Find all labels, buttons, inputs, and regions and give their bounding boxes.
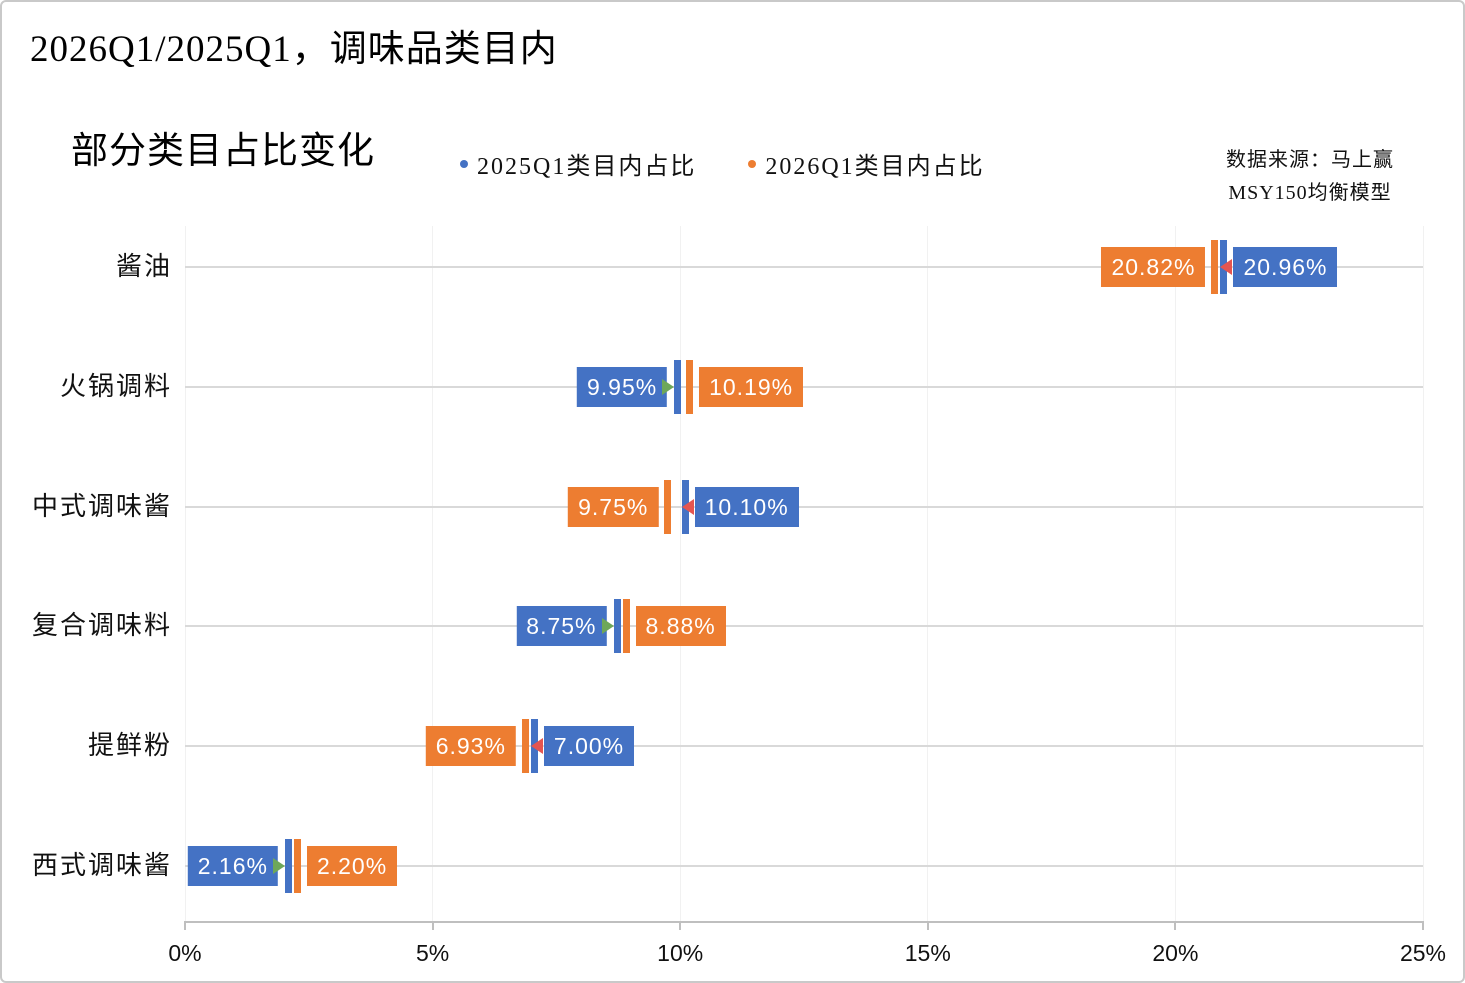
grid-line-h bbox=[185, 385, 1423, 388]
axis-tick-label: 20% bbox=[1152, 940, 1199, 966]
tick-2026 bbox=[622, 599, 630, 654]
category-label: 火锅调料 bbox=[59, 371, 172, 401]
value-label-2025: 20.96% bbox=[1233, 247, 1338, 287]
axis-tick bbox=[431, 922, 434, 930]
change-arrow-down bbox=[1220, 259, 1233, 275]
grid-line-v bbox=[1174, 226, 1176, 922]
value-label-2026: 9.75% bbox=[568, 486, 659, 527]
axis-tick bbox=[184, 922, 186, 930]
tick-2026 bbox=[686, 359, 694, 414]
axis-tick bbox=[1422, 922, 1424, 930]
grid-line-h bbox=[185, 505, 1423, 508]
grid-line-h bbox=[185, 266, 1423, 268]
tick-2025 bbox=[674, 359, 682, 414]
grid-line-h bbox=[185, 865, 1423, 867]
change-arrow-down bbox=[681, 498, 694, 515]
legend-label-2025: 2025Q1类目内占比 bbox=[477, 154, 697, 180]
data-source-line2: MSY150均衡模型 bbox=[1228, 182, 1392, 204]
legend-dot-2026-icon bbox=[748, 159, 757, 168]
category-label: 提鲜粉 bbox=[87, 731, 172, 761]
value-label-2025: 9.95% bbox=[577, 366, 668, 407]
axis-tick-label: 25% bbox=[1399, 940, 1447, 966]
axis-tick-label: 15% bbox=[904, 940, 951, 966]
change-arrow-up bbox=[272, 858, 285, 874]
legend-item-2026: 2026Q1类目内占比 bbox=[748, 146, 984, 181]
grid-line-v bbox=[679, 226, 681, 922]
category-label: 西式调味酱 bbox=[31, 851, 172, 880]
axis-tick bbox=[926, 922, 929, 930]
axis-tick bbox=[1174, 922, 1177, 930]
tick-2025 bbox=[613, 599, 621, 654]
grid-line-v bbox=[184, 226, 186, 922]
value-label-2025: 7.00% bbox=[543, 726, 635, 767]
chart-title-line1: 2026Q1/2025Q1，调味品类目内 bbox=[30, 29, 558, 70]
legend-label-2026: 2026Q1类目内占比 bbox=[765, 154, 985, 180]
change-arrow-down bbox=[530, 738, 543, 755]
tick-2025 bbox=[284, 839, 292, 893]
category-label: 酱油 bbox=[115, 252, 172, 281]
value-label-2025: 2.16% bbox=[187, 846, 278, 886]
legend: 2025Q1类目内占比 2026Q1类目内占比 bbox=[460, 146, 985, 181]
data-source-line1: 数据来源：马上赢 bbox=[1226, 149, 1394, 171]
chart-title-line2: 部分类目占比变化 bbox=[71, 131, 375, 172]
axis-tick-label: 0% bbox=[168, 940, 202, 966]
tick-2026 bbox=[1211, 240, 1219, 294]
grid-line-v bbox=[1422, 226, 1424, 922]
tick-2026 bbox=[293, 839, 301, 893]
data-source-note: 数据来源：马上赢 MSY150均衡模型 bbox=[1195, 144, 1425, 210]
grid-line-h bbox=[185, 625, 1423, 628]
axis-tick bbox=[679, 922, 682, 930]
value-label-2025: 10.10% bbox=[694, 486, 799, 527]
legend-dot-2025-icon bbox=[460, 159, 468, 168]
axis-tick-label: 10% bbox=[657, 940, 704, 966]
tick-2026 bbox=[521, 719, 529, 774]
value-label-2026: 6.93% bbox=[425, 726, 516, 767]
axis-tick-label: 5% bbox=[415, 940, 450, 966]
value-label-2026: 20.82% bbox=[1101, 247, 1206, 287]
category-label: 中式调味酱 bbox=[31, 491, 172, 521]
chart-title: 2026Q1/2025Q1，调味品类目内 部分类目占比变化 bbox=[30, 24, 558, 228]
value-label-2026: 8.88% bbox=[635, 606, 726, 647]
change-arrow-up bbox=[601, 618, 614, 635]
value-label-2026: 2.20% bbox=[306, 846, 398, 886]
tick-2026 bbox=[664, 479, 672, 534]
grid-line-v bbox=[927, 226, 929, 922]
category-label: 复合调味料 bbox=[31, 611, 172, 641]
value-label-2025: 8.75% bbox=[516, 606, 607, 647]
grid-line-v bbox=[432, 226, 434, 922]
change-arrow-up bbox=[662, 378, 675, 395]
legend-item-2025: 2025Q1类目内占比 bbox=[460, 146, 696, 181]
x-axis-line bbox=[184, 921, 1424, 923]
value-label-2026: 10.19% bbox=[699, 366, 804, 407]
grid-line-h bbox=[185, 745, 1423, 748]
